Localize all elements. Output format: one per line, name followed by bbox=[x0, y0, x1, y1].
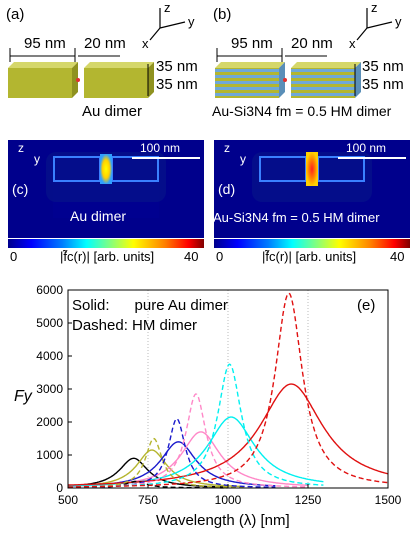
y-axis-title: Fy bbox=[14, 388, 32, 405]
axis-x-label: x bbox=[142, 36, 149, 51]
series-line-solid-1 bbox=[68, 449, 244, 488]
colorbar-right bbox=[214, 239, 410, 248]
panel-d-scale-bar bbox=[338, 157, 406, 159]
colorbar-left-min: 0 bbox=[10, 249, 18, 264]
axis-y-label: y bbox=[188, 14, 195, 29]
panel-d-axis-z: z bbox=[224, 141, 230, 155]
y-tick-label: 5000 bbox=[36, 316, 63, 330]
series-line-solid-5 bbox=[68, 383, 388, 486]
y-tick-label: 2000 bbox=[36, 415, 63, 429]
series-line-dashed-11 bbox=[68, 292, 388, 488]
legend-dashed: Dashed: HM dimer bbox=[72, 317, 198, 334]
panel-b-caption: Au-Si3N4 fm = 0.5 HM dimer bbox=[212, 103, 392, 119]
series-line-dashed-7 bbox=[68, 437, 244, 489]
panel-c-axis-z: z bbox=[18, 141, 24, 155]
panel-d-letter: (d) bbox=[218, 181, 236, 197]
panel-c-caption: Au dimer bbox=[70, 208, 127, 224]
y-tick-label: 3000 bbox=[36, 382, 63, 396]
panel-a-caption: Au dimer bbox=[82, 103, 143, 120]
panel-d-scale-label: 100 nm bbox=[346, 141, 387, 155]
panel-b-gap-label: 20 nm bbox=[291, 35, 333, 52]
panel-e-chart: 500 750 1000 1250 1500 0 1000 2000 3000 4000 5000 6… bbox=[36, 283, 402, 507]
panel-d-field-map bbox=[214, 140, 410, 238]
legend-solid: Solid: pure Au dimer bbox=[72, 297, 228, 314]
axis-y-label-b: y bbox=[395, 14, 402, 29]
y-tick-label: 4000 bbox=[36, 349, 63, 363]
panel-a-height2-label: 35 nm bbox=[156, 76, 198, 93]
panel-c-field-map bbox=[8, 140, 204, 238]
axis-z-label-b: z bbox=[371, 0, 378, 15]
panel-c-scale-bar bbox=[132, 157, 200, 159]
x-tick-label: 750 bbox=[138, 493, 158, 507]
panel-d-caption: Au-Si3N4 fm = 0.5 HM dimer bbox=[213, 210, 380, 225]
x-tick-label: 500 bbox=[58, 493, 78, 507]
block-right bbox=[84, 68, 148, 98]
panel-c-axis-y: y bbox=[34, 152, 40, 166]
x-tick-label: 1250 bbox=[295, 493, 322, 507]
panel-a-geometry bbox=[8, 8, 186, 98]
panel-a-height1-label: 35 nm bbox=[156, 58, 198, 75]
block-left bbox=[8, 68, 72, 98]
colorbar-left bbox=[8, 239, 204, 248]
panel-d-axis-y: y bbox=[240, 152, 246, 166]
y-tick-label: 0 bbox=[56, 481, 63, 495]
colorbar-right-label: |f̃c(r)| [arb. units] bbox=[262, 249, 357, 264]
panel-a-gap-label: 20 nm bbox=[84, 35, 126, 52]
panel-c-letter-visible: (c) bbox=[12, 181, 29, 197]
colorbar-left-label: |f̃c(r)| [arb. units] bbox=[60, 249, 155, 264]
y-tick-label: 6000 bbox=[36, 283, 63, 297]
x-tick-label: 1000 bbox=[215, 493, 242, 507]
block-top-left bbox=[8, 62, 78, 68]
series-line-solid-3 bbox=[68, 431, 308, 487]
panel-b-height1-label: 35 nm bbox=[362, 58, 404, 75]
colorbar-right-max: 40 bbox=[390, 249, 405, 264]
series-line-dashed-10 bbox=[68, 363, 324, 488]
series-line-solid-4 bbox=[67, 416, 324, 487]
y-tick-label: 1000 bbox=[36, 448, 63, 462]
colorbar-right-min: 0 bbox=[216, 249, 224, 264]
series-line-dashed-9 bbox=[67, 393, 308, 488]
axis-x-label-b: x bbox=[349, 36, 356, 51]
colorbar-left-max: 40 bbox=[184, 249, 199, 264]
x-tick-label: 1500 bbox=[375, 493, 402, 507]
panel-b-geometry bbox=[215, 8, 393, 98]
panel-e-letter: (e) bbox=[357, 297, 376, 314]
panel-a-length-label: 95 nm bbox=[24, 35, 66, 52]
panel-b-height2-label: 35 nm bbox=[362, 76, 404, 93]
panel-b-length-label: 95 nm bbox=[231, 35, 273, 52]
panel-c-scale-label: 100 nm bbox=[140, 141, 181, 155]
x-axis-title: Wavelength (λ) [nm] bbox=[156, 512, 290, 529]
panel-b-letter: (b) bbox=[213, 6, 232, 23]
axis-z-label: z bbox=[164, 0, 171, 15]
panel-a-letter: (a) bbox=[6, 6, 25, 23]
